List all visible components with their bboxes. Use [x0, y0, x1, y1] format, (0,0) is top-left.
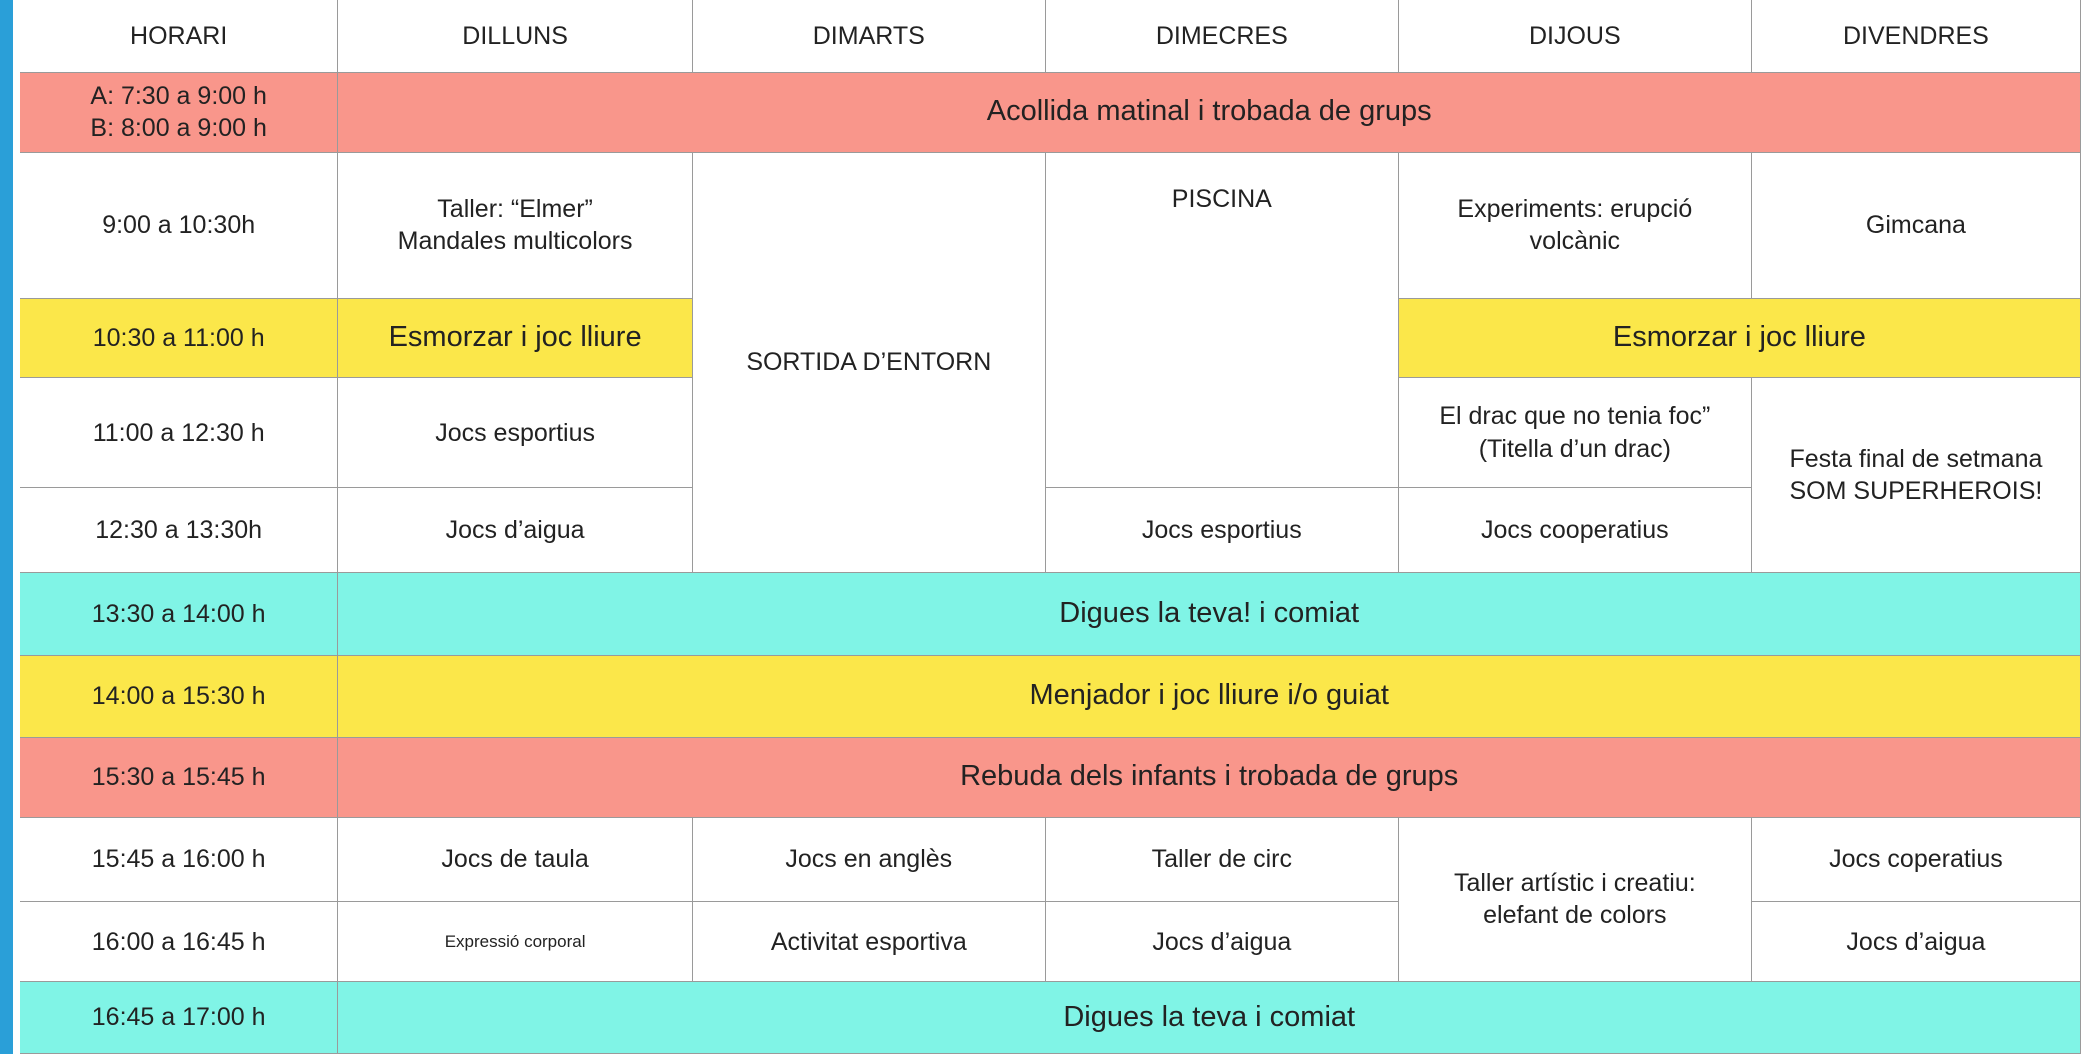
time-cell: 11:00 a 12:30 h: [19, 378, 339, 489]
activity-cell: Jocs en anglès: [692, 817, 1046, 903]
cell-text: (Titella d’un drac): [1478, 434, 1671, 463]
cell-text: HORARI: [130, 21, 228, 50]
cell-text: Rebuda dels infants i trobada de grups: [960, 760, 1459, 793]
cell-text: B: 8:00 a 9:00 h: [90, 114, 267, 143]
activity-cell: Jocs d’aigua: [1045, 902, 1399, 983]
cell-text: Gimcana: [1865, 210, 1966, 239]
cell-text: Festa final de setmana: [1789, 444, 2043, 473]
cell-text: DIMECRES: [1155, 21, 1288, 50]
activity-cell: Digues la teva! i comiat: [338, 573, 2081, 656]
activity-cell: Jocs d’aigua: [338, 488, 693, 574]
cell-text: El drac que no tenia foc”: [1439, 402, 1711, 431]
activity-cell: Expressió corporal: [338, 902, 693, 983]
cell-text: Taller: “Elmer”: [437, 194, 593, 223]
cell-text: 16:00 a 16:45 h: [91, 927, 266, 956]
activity-cell: Festa final de setmana SOM SUPERHEROIS!: [1751, 378, 2081, 574]
cell-text: Jocs en anglès: [785, 845, 953, 874]
cell-text: elefant de colors: [1483, 901, 1667, 930]
cell-text: Jocs esportius: [435, 418, 595, 447]
activity-cell: Jocs esportius: [338, 378, 693, 489]
activity-cell: Rebuda dels infants i trobada de grups: [338, 737, 2081, 818]
time-cell: 16:45 a 17:00 h: [19, 982, 339, 1054]
cell-text: 13:30 a 14:00 h: [91, 599, 266, 628]
activity-cell: El drac que no tenia foc” (Titella d’un d…: [1398, 378, 1752, 489]
activity-cell: Experiments: erupció volcànic: [1398, 152, 1752, 299]
activity-cell: Esmorzar i joc lliure: [1398, 298, 2081, 379]
header-cell: DIMARTS: [692, 0, 1046, 73]
cell-text: 9:00 a 10:30h: [102, 210, 256, 239]
activity-cell: SORTIDA D’ENTORN: [692, 152, 1046, 574]
cell-text: DIMARTS: [812, 21, 925, 50]
cell-text: A: 7:30 a 9:00 h: [90, 81, 267, 110]
cell-text: Jocs esportius: [1141, 516, 1302, 545]
cell-text: Jocs d’aigua: [1152, 927, 1292, 956]
activity-cell: Esmorzar i joc lliure: [338, 298, 693, 379]
cell-text: 10:30 a 11:00 h: [92, 323, 265, 352]
cell-text: 15:30 a 15:45 h: [91, 762, 266, 791]
cell-text: PISCINA: [1171, 184, 1272, 213]
cell-text: Digues la teva! i comiat: [1059, 597, 1360, 630]
time-cell: 15:45 a 16:00 h: [19, 817, 339, 903]
time-cell: 13:30 a 14:00 h: [19, 573, 339, 656]
activity-cell: Jocs cooperatius: [1398, 488, 1752, 574]
cell-text: Jocs cooperatius: [1481, 516, 1669, 545]
time-cell: 14:00 a 15:30 h: [19, 655, 339, 738]
activity-cell: Digues la teva i comiat: [338, 982, 2081, 1054]
header-cell: HORARI: [19, 0, 339, 73]
time-cell: 9:00 a 10:30h: [19, 152, 339, 299]
activity-cell: Taller: “Elmer” Mandales multicolors: [338, 152, 693, 299]
cell-text: Expressió corporal: [444, 931, 586, 951]
activity-cell: PISCINA: [1045, 152, 1399, 489]
cell-text: Menjador i joc lliure i/o guiat: [1029, 679, 1389, 712]
cell-text: Jocs d’aigua: [1846, 927, 1986, 956]
cell-text: Acollida matinal i trobada de grups: [986, 95, 1432, 128]
cell-text: Jocs d’aigua: [445, 516, 585, 545]
cell-text: SOM SUPERHEROIS!: [1789, 477, 2043, 506]
activity-cell: Jocs d’aigua: [1751, 902, 2081, 983]
activity-cell: Taller artístic i creatiu: elefant de col…: [1398, 817, 1752, 983]
cell-text: volcànic: [1529, 227, 1620, 256]
cell-text: Experiments: erupció: [1457, 194, 1693, 223]
header-cell: DILLUNS: [338, 0, 693, 73]
side-strip: [0, 0, 13, 1054]
time-cell: 10:30 a 11:00 h: [19, 298, 339, 379]
cell-text: 14:00 a 15:30 h: [91, 682, 266, 710]
cell-text: DIJOUS: [1528, 21, 1621, 50]
time-cell: 12:30 a 13:30h: [19, 488, 339, 574]
activity-cell: Activitat esportiva: [692, 902, 1046, 983]
activity-cell: Jocs de taula: [338, 817, 693, 903]
cell-text: Taller de circ: [1151, 845, 1292, 874]
cell-text: DILLUNS: [462, 21, 568, 50]
cell-text: Jocs coperatius: [1829, 845, 2003, 874]
cell-text: Activitat esportiva: [770, 927, 967, 956]
cell-text: Esmorzar i joc lliure: [1612, 321, 1866, 354]
activity-cell: Menjador i joc lliure i/o guiat: [338, 655, 2081, 738]
cell-text: DIVENDRES: [1842, 21, 1989, 50]
activity-cell: Gimcana: [1751, 152, 2081, 299]
cell-text: Jocs de taula: [441, 845, 589, 874]
cell-text: Mandales multicolors: [397, 227, 633, 256]
time-cell: A: 7:30 a 9:00 h B: 8:00 a 9:00 h: [19, 72, 339, 153]
cell-text: 12:30 a 13:30h: [95, 516, 263, 545]
header-cell: DIJOUS: [1398, 0, 1752, 73]
activity-cell: Jocs coperatius: [1751, 817, 2081, 903]
time-cell: 16:00 a 16:45 h: [19, 902, 339, 983]
time-cell: 15:30 a 15:45 h: [19, 737, 339, 818]
cell-text: Taller artístic i creatiu:: [1453, 868, 1696, 897]
cell-text: 11:00 a 12:30 h: [92, 418, 265, 447]
header-cell: DIMECRES: [1045, 0, 1399, 73]
header-cell: DIVENDRES: [1751, 0, 2081, 73]
cell-text: SORTIDA D’ENTORN: [746, 348, 992, 377]
cell-text: 15:45 a 16:00 h: [91, 845, 266, 874]
activity-cell: Acollida matinal i trobada de grups: [338, 72, 2081, 153]
activity-cell: Jocs esportius: [1045, 488, 1399, 574]
cell-text: Digues la teva i comiat: [1063, 1000, 1356, 1033]
activity-cell: Taller de circ: [1045, 817, 1399, 903]
cell-text: 16:45 a 17:00 h: [91, 1003, 266, 1032]
cell-text: Esmorzar i joc lliure: [388, 321, 642, 354]
